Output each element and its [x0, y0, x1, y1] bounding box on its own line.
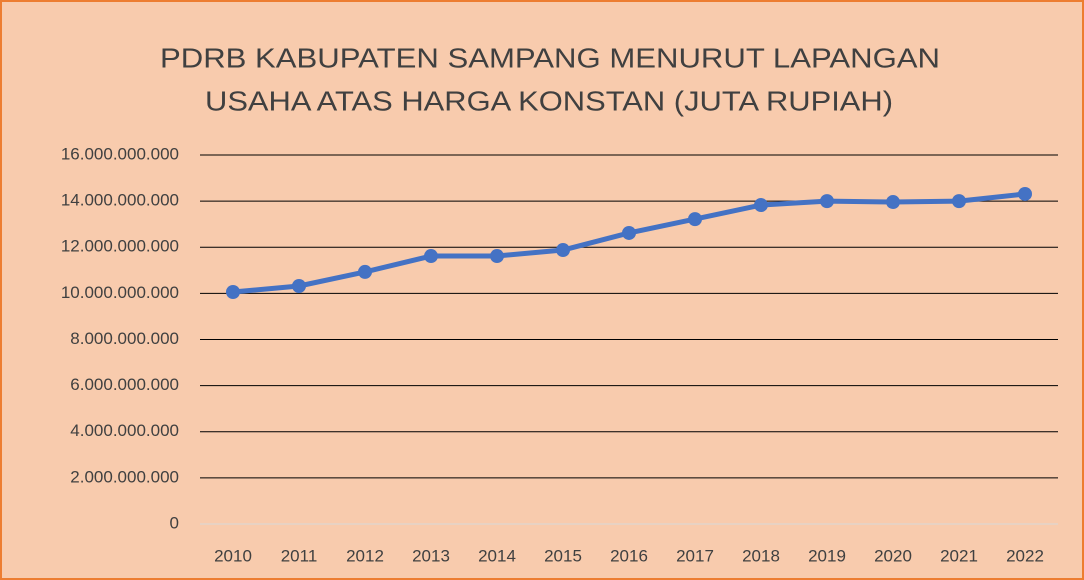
x-tick-label: 2019: [808, 546, 846, 565]
x-tick-label: 2016: [610, 546, 648, 565]
x-tick-label: 2011: [281, 546, 318, 565]
x-tick-label: 2017: [676, 546, 714, 565]
y-tick-label: 8.000.000.000: [70, 329, 179, 348]
data-point: [1018, 186, 1032, 201]
y-tick-label: 14.000.000.000: [61, 191, 179, 210]
x-tick-label: 2022: [1006, 546, 1044, 565]
data-point: [292, 278, 306, 293]
y-tick-label: 12.000.000.000: [61, 237, 179, 256]
data-point: [226, 284, 240, 299]
data-point: [886, 195, 900, 210]
x-tick-label: 2018: [742, 546, 780, 565]
x-tick-label: 2020: [874, 546, 912, 565]
data-point: [358, 264, 372, 279]
x-tick-label: 2010: [214, 546, 252, 565]
data-point: [490, 249, 504, 264]
x-tick-label: 2014: [478, 546, 516, 565]
y-tick-label: 16.000.000.000: [61, 144, 179, 163]
chart-title: USAHA ATAS HARGA KONSTAN (JUTA RUPIAH): [205, 85, 893, 116]
x-tick-label: 2013: [412, 546, 450, 565]
x-tick-label: 2015: [544, 546, 582, 565]
data-point: [820, 194, 834, 209]
data-point: [556, 243, 570, 258]
data-point: [688, 212, 702, 227]
data-point: [952, 194, 966, 209]
chart-title: PDRB KABUPATEN SAMPANG MENURUT LAPANGAN: [160, 42, 940, 73]
y-tick-label: 10.000.000.000: [61, 283, 179, 302]
x-tick-label: 2012: [346, 546, 384, 565]
x-tick-label: 2021: [940, 546, 978, 565]
data-point: [622, 225, 636, 240]
y-tick-label: 2.000.000.000: [70, 467, 179, 486]
y-tick-label: 0: [170, 513, 179, 532]
data-point: [754, 198, 768, 213]
y-tick-label: 6.000.000.000: [70, 375, 179, 394]
y-tick-label: 4.000.000.000: [70, 421, 179, 440]
data-point: [424, 249, 438, 264]
